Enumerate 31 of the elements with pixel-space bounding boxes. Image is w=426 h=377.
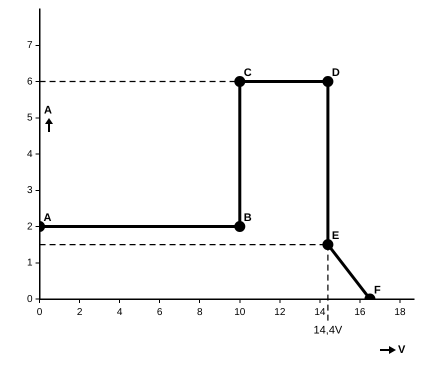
point (234, 76, 246, 87)
annotation: F (374, 284, 381, 297)
x-tick-label: 2 (76, 306, 83, 318)
ref-line-label: 14,4V (314, 324, 343, 337)
x-tick-label: 16 (354, 306, 366, 318)
point (322, 239, 334, 250)
x-tick-label: 8 (196, 306, 203, 318)
x-tick-label: 18 (394, 306, 406, 318)
annotation: E (332, 230, 340, 242)
x-tick-label: 0 (36, 306, 43, 318)
annotation: B (244, 212, 252, 224)
y-tick-label: 5 (27, 112, 33, 124)
point (322, 76, 334, 87)
y-tick-label: 2 (27, 221, 33, 232)
point (234, 221, 246, 232)
y-tick-label: 1 (27, 258, 33, 268)
y-axis-title: A (44, 104, 52, 117)
y-tick-label: 4 (27, 148, 33, 160)
annotation: C (244, 67, 252, 80)
x-axis-title: V (398, 344, 406, 356)
x-tick-label: 10 (234, 306, 246, 318)
y-tick-label: 6 (27, 76, 33, 88)
annotation: D (332, 67, 340, 80)
x-tick-label: 6 (156, 306, 163, 318)
x-tick-label: 12 (274, 306, 286, 318)
x-tick-label: 4 (116, 306, 123, 318)
y-tick-label: 3 (27, 185, 33, 196)
annotation: A (44, 212, 52, 224)
x-tick-label: 14 (314, 306, 326, 318)
y-tick-label: 0 (27, 294, 33, 305)
y-tick-label: 7 (27, 40, 33, 51)
